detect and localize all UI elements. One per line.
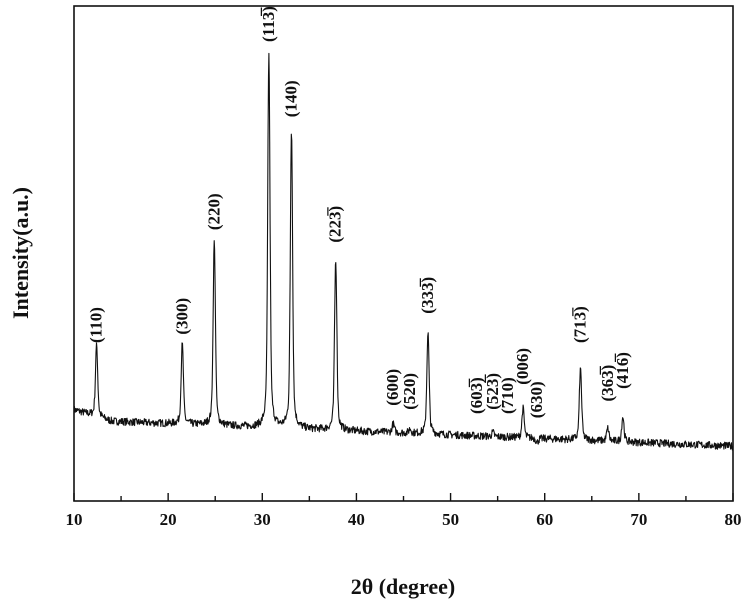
peak-label: (713̅) — [571, 306, 590, 343]
y-axis-title: Intensity(a.u.) — [8, 187, 33, 319]
x-ticks — [74, 493, 733, 501]
peak-label: (223̅) — [326, 206, 345, 243]
peak-label: (333̅) — [418, 277, 437, 314]
peak-label: (416̅) — [613, 352, 632, 389]
plot-frame — [74, 6, 733, 501]
x-tick-label: 20 — [160, 510, 177, 529]
x-axis-title: 2θ (degree) — [351, 574, 456, 599]
x-tick-label: 70 — [630, 510, 647, 529]
peak-labels: (110)(300)(220)(113̅)(140)(223̅)(600)(52… — [87, 6, 632, 418]
x-tick-label: 40 — [348, 510, 365, 529]
peak-label: (220) — [204, 193, 223, 230]
x-tick-label: 10 — [66, 510, 83, 529]
x-tick-label: 60 — [536, 510, 553, 529]
peak-label: (006) — [513, 348, 532, 385]
peak-label: (140) — [282, 80, 301, 117]
peak-label: (630) — [527, 381, 546, 418]
peak-label: (300) — [172, 298, 191, 335]
x-tick-labels: 10 20 30 40 50 60 70 80 — [66, 510, 742, 529]
x-tick-label: 30 — [254, 510, 271, 529]
x-tick-label: 80 — [725, 510, 742, 529]
peak-label: (520) — [400, 373, 419, 410]
x-tick-label: 50 — [442, 510, 459, 529]
peak-label: (113̅) — [259, 6, 278, 42]
peak-label: (110) — [87, 307, 106, 343]
